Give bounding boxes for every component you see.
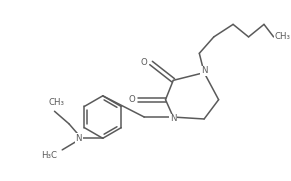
Text: N: N (170, 114, 176, 123)
Text: O: O (141, 58, 148, 68)
Text: N: N (201, 66, 207, 75)
Text: H₃C: H₃C (41, 151, 57, 160)
Text: N: N (75, 134, 82, 143)
Text: CH₃: CH₃ (274, 32, 290, 41)
Text: CH₃: CH₃ (48, 98, 64, 107)
Text: O: O (128, 95, 135, 104)
